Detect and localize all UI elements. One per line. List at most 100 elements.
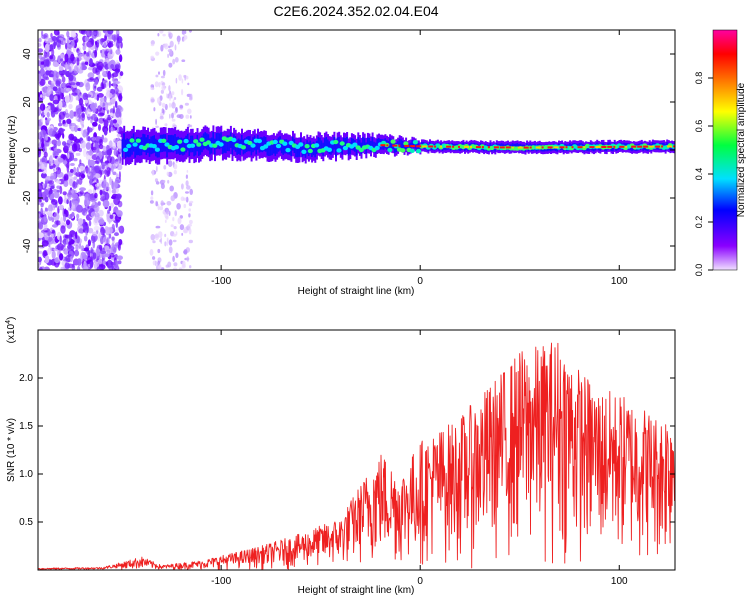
signal-band-mid xyxy=(180,137,183,155)
noise-blob xyxy=(173,170,177,175)
noise-blob xyxy=(73,166,77,176)
signal-band-peak xyxy=(565,146,568,149)
noise-blob xyxy=(107,30,114,35)
noise-blob xyxy=(182,197,187,201)
noise-blob xyxy=(185,114,190,119)
noise-blob xyxy=(117,153,121,163)
noise-blob xyxy=(69,207,72,211)
signal-band-mid xyxy=(143,134,146,153)
noise-blob xyxy=(43,214,48,223)
noise-blob xyxy=(97,93,104,98)
noise-blob xyxy=(63,142,70,149)
noise-blob xyxy=(54,159,60,166)
noise-blob xyxy=(103,137,108,143)
signal-band-core xyxy=(132,142,138,147)
signal-band-peak xyxy=(464,145,469,148)
noise-blob xyxy=(157,248,161,254)
signal-band-core xyxy=(333,139,339,145)
noise-blob xyxy=(116,210,123,218)
signal-band-core xyxy=(403,141,409,146)
signal-band-mid xyxy=(414,141,417,149)
noise-blob xyxy=(116,255,123,260)
noise-blob xyxy=(44,37,52,44)
signal-band-mid xyxy=(309,140,312,155)
noise-blob xyxy=(99,138,103,143)
signal-band-mid xyxy=(631,144,634,152)
signal-band-mid xyxy=(285,139,288,154)
noise-blob xyxy=(173,226,177,230)
noise-blob xyxy=(38,42,42,47)
signal-band-mid xyxy=(201,135,204,153)
signal-band-core xyxy=(342,145,348,151)
noise-blob xyxy=(58,66,64,71)
noise-blob xyxy=(189,115,192,119)
noise-blob xyxy=(176,203,181,210)
noise-blob xyxy=(117,260,122,265)
noise-blob xyxy=(82,45,86,51)
noise-blob xyxy=(171,118,176,122)
noise-blob xyxy=(48,191,55,201)
noise-blob xyxy=(186,185,191,190)
noise-blob xyxy=(107,102,113,106)
noise-blob xyxy=(38,51,42,60)
signal-band-mid xyxy=(245,136,248,152)
noise-blob xyxy=(95,248,101,257)
noise-blob xyxy=(105,50,108,56)
noise-blob xyxy=(155,74,159,78)
signal-band-peak xyxy=(601,146,607,148)
noise-blob xyxy=(73,65,79,74)
noise-blob xyxy=(169,113,171,119)
signal-band-mid xyxy=(268,141,271,156)
noise-blob xyxy=(60,73,64,78)
noise-blob xyxy=(92,121,98,127)
noise-blob xyxy=(54,147,58,152)
noise-blob xyxy=(78,30,86,34)
noise-blob xyxy=(185,196,189,203)
noise-blob xyxy=(166,239,169,247)
noise-blob xyxy=(58,84,61,92)
signal-band-core xyxy=(212,143,218,148)
signal-band-mid xyxy=(159,134,162,153)
noise-blob xyxy=(120,41,123,49)
noise-blob xyxy=(82,262,89,270)
colorbar-tick-label: 0.6 xyxy=(694,120,704,133)
noise-blob xyxy=(61,76,66,83)
noise-blob xyxy=(155,118,158,125)
noise-blob xyxy=(170,224,174,228)
noise-blob xyxy=(41,236,45,241)
signal-band-mid xyxy=(295,143,298,158)
noise-blob xyxy=(93,93,98,100)
noise-blob xyxy=(98,124,101,131)
signal-band-core xyxy=(151,144,157,149)
noise-blob xyxy=(179,215,183,219)
noise-blob xyxy=(111,262,114,270)
signal-band-core xyxy=(304,144,310,149)
signal-band-mid xyxy=(376,138,379,150)
noise-blob xyxy=(40,172,47,179)
noise-blob xyxy=(162,82,166,86)
noise-blob xyxy=(171,112,174,119)
noise-blob xyxy=(115,194,122,200)
signal-band-core xyxy=(154,147,160,152)
noise-blob xyxy=(70,126,75,132)
noise-blob xyxy=(51,233,54,238)
noise-blob xyxy=(110,64,115,69)
noise-blob xyxy=(42,210,46,216)
noise-blob xyxy=(66,199,69,205)
signal-band-mid xyxy=(411,139,414,148)
noise-blob xyxy=(107,114,111,118)
noise-blob xyxy=(172,239,177,243)
noise-blob xyxy=(38,132,43,140)
noise-blob xyxy=(102,80,105,84)
noise-blob xyxy=(83,148,87,158)
noise-blob xyxy=(175,77,178,84)
noise-blob xyxy=(162,33,166,37)
noise-blob xyxy=(96,266,103,270)
noise-blob xyxy=(186,169,189,173)
noise-blob xyxy=(106,237,110,246)
signal-band-peak xyxy=(655,145,661,148)
signal-band-peak xyxy=(458,145,460,148)
signal-band-mid xyxy=(357,137,360,149)
noise-blob xyxy=(89,261,94,268)
noise-blob xyxy=(76,57,80,66)
